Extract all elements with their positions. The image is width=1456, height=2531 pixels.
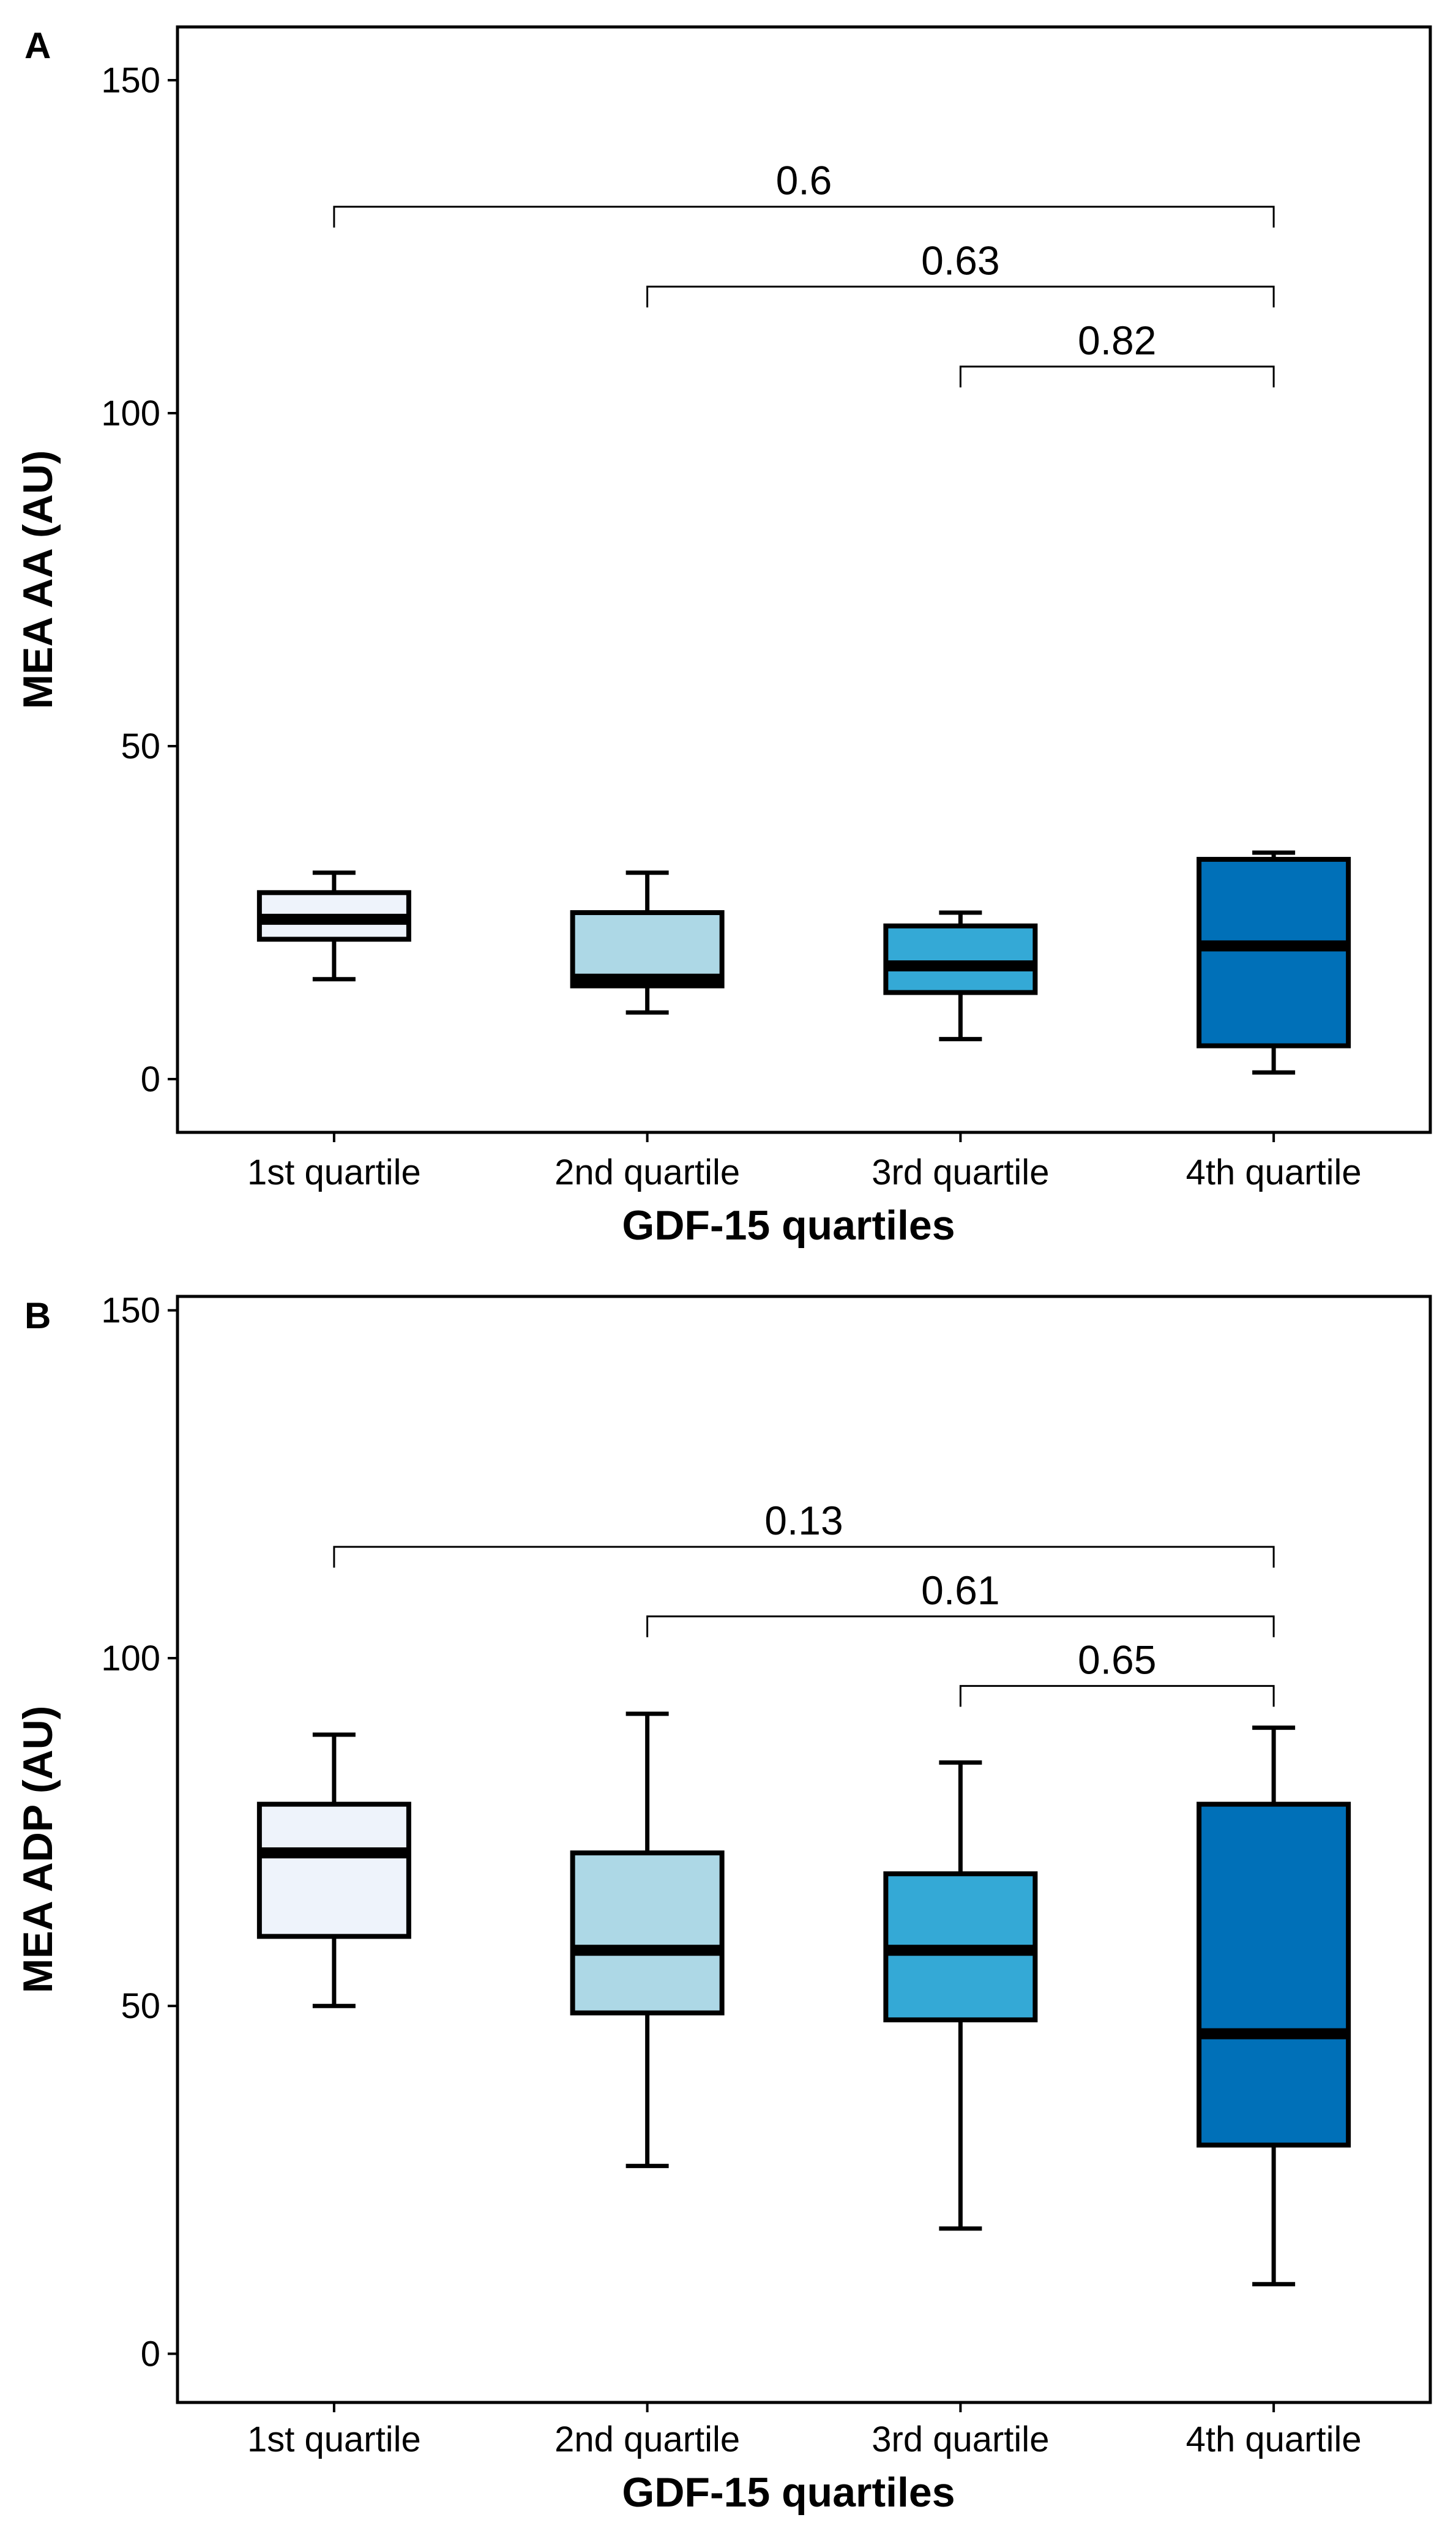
x-tick-label: 1st quartile bbox=[247, 2420, 421, 2459]
box-2 bbox=[570, 1711, 725, 2169]
y-tick-label: 0 bbox=[141, 1060, 160, 1099]
x-tick-label: 3rd quartile bbox=[872, 1153, 1049, 1192]
p-value-label: 0.61 bbox=[921, 1568, 999, 1613]
box-1 bbox=[256, 1732, 411, 2008]
y-tick-label: 150 bbox=[101, 1291, 160, 1331]
p-value-label: 0.63 bbox=[921, 237, 999, 283]
panel-letter: A bbox=[24, 25, 51, 66]
p-value-label: 0.6 bbox=[776, 158, 832, 203]
panel-b: B 0 50 100 150 1st quartile 2nd quartile 3rd qu… bbox=[15, 1291, 1432, 2516]
box-2 bbox=[570, 870, 725, 1015]
y-tick-label: 50 bbox=[121, 727, 160, 766]
x-tick-label: 2nd quartile bbox=[554, 1153, 740, 1192]
y-tick-label: 100 bbox=[101, 394, 160, 433]
box-4 bbox=[1197, 1725, 1351, 2287]
y-tick-label: 50 bbox=[121, 1986, 160, 2026]
box-iqr bbox=[1197, 856, 1351, 1049]
comparison-1: 0.6 bbox=[333, 158, 1275, 228]
box-iqr bbox=[256, 1801, 411, 1939]
comparison-3: 0.65 bbox=[959, 1637, 1275, 1707]
plot-border bbox=[176, 1295, 1432, 2404]
panel-a: A 0 50 100 150 1st quartile 2nd quartile 3rd qu… bbox=[15, 25, 1432, 1249]
x-axis-title: GDF-15 quartiles bbox=[622, 2469, 955, 2516]
panel-letter: B bbox=[24, 1295, 51, 1336]
y-tick-label: 100 bbox=[101, 1639, 160, 1678]
x-tick-label: 4th quartile bbox=[1186, 1153, 1362, 1192]
x-tick-label: 1st quartile bbox=[247, 1153, 421, 1192]
box-3 bbox=[883, 1760, 1038, 2231]
p-value-label: 0.65 bbox=[1078, 1637, 1156, 1682]
x-tick-label: 4th quartile bbox=[1186, 2420, 1362, 2459]
box-3 bbox=[883, 910, 1038, 1042]
box-iqr bbox=[1197, 1801, 1351, 2148]
box-iqr bbox=[570, 1850, 725, 2016]
comparison-2: 0.61 bbox=[646, 1568, 1275, 1637]
comparison-bracket bbox=[333, 1546, 1275, 1568]
plot-border bbox=[176, 25, 1432, 1134]
p-value-label: 0.82 bbox=[1078, 318, 1156, 363]
p-value-label: 0.13 bbox=[764, 1498, 843, 1543]
comparison-3: 0.82 bbox=[959, 318, 1275, 387]
y-tick-label: 0 bbox=[141, 2334, 160, 2374]
x-tick-label: 3rd quartile bbox=[872, 2420, 1049, 2459]
comparison-bracket bbox=[959, 1684, 1275, 1707]
comparison-1: 0.13 bbox=[333, 1498, 1275, 1568]
comparison-2: 0.63 bbox=[646, 237, 1275, 308]
box-4 bbox=[1197, 850, 1351, 1075]
x-tick-label: 2nd quartile bbox=[554, 2420, 740, 2459]
x-axis-title: GDF-15 quartiles bbox=[622, 1202, 955, 1249]
comparison-bracket bbox=[646, 285, 1275, 308]
y-tick-label: 150 bbox=[101, 61, 160, 100]
comparison-bracket bbox=[959, 365, 1275, 387]
comparison-bracket bbox=[333, 206, 1275, 228]
box-1 bbox=[256, 870, 411, 982]
y-axis-title: MEA AA (AU) bbox=[15, 450, 61, 709]
y-axis-title: MEA ADP (AU) bbox=[15, 1706, 61, 1994]
box-iqr bbox=[883, 923, 1038, 995]
comparison-bracket bbox=[646, 1615, 1275, 1637]
box-iqr bbox=[570, 910, 725, 989]
